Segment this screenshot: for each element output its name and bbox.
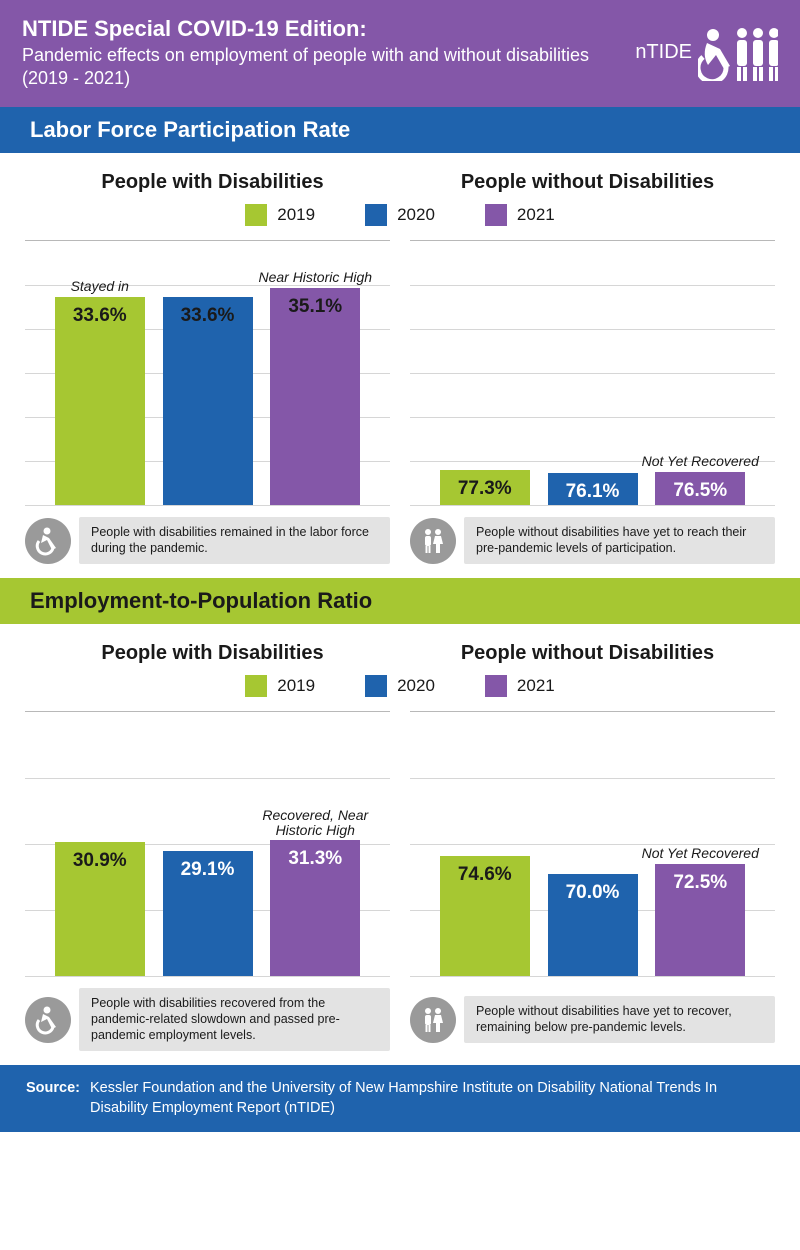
bar-annotation: Not Yet Recovered [642, 454, 759, 469]
legend: 2019 2020 2021 [25, 204, 775, 226]
note-left: People with disabilities recovered from … [25, 988, 390, 1051]
footer: Source: Kessler Foundation and the Unive… [0, 1065, 800, 1132]
legend-item: 2019 [245, 675, 315, 697]
footer-text: Kessler Foundation and the University of… [90, 1079, 774, 1118]
note-text: People with disabilities recovered from … [79, 988, 390, 1051]
note-left: People with disabilities remained in the… [25, 517, 390, 564]
legend-swatch [485, 204, 507, 226]
wheelchair-icon [25, 997, 71, 1043]
note-text: People with disabilities remained in the… [79, 517, 390, 564]
bar: 31.3%Recovered, NearHistoric High [270, 840, 360, 977]
header-text: NTIDE Special COVID-19 Edition: Pandemic… [22, 16, 635, 89]
bar-chart: 77.3%76.1%76.5%Not Yet Recovered [410, 240, 775, 505]
section-band: Labor Force Participation Rate [0, 107, 800, 153]
bar: 77.3% [440, 470, 530, 505]
bar: 76.1% [548, 473, 638, 505]
bar-annotation: Not Yet Recovered [642, 846, 759, 861]
bar: 29.1% [163, 851, 253, 977]
chart-title-right: People without Disabilities [400, 642, 775, 665]
header-title: NTIDE Special COVID-19 Edition: [22, 16, 635, 42]
bar-chart: 30.9%29.1%31.3%Recovered, NearHistoric H… [25, 711, 390, 976]
bar-value-label: 70.0% [548, 882, 638, 904]
chart-title-right: People without Disabilities [400, 171, 775, 194]
logo-icon [698, 25, 778, 81]
legend-label: 2020 [397, 676, 435, 696]
bar: 30.9% [55, 842, 145, 977]
legend-label: 2021 [517, 676, 555, 696]
bar-chart: 74.6%70.0%72.5%Not Yet Recovered [410, 711, 775, 976]
legend-item: 2019 [245, 204, 315, 226]
note-text: People without disabilities have yet to … [464, 517, 775, 564]
bar-value-label: 74.6% [440, 864, 530, 886]
legend-swatch [245, 675, 267, 697]
legend-label: 2021 [517, 205, 555, 225]
bar: 33.6%Stayed in [55, 297, 145, 505]
bar-value-label: 76.1% [548, 481, 638, 503]
bar-value-label: 33.6% [163, 305, 253, 327]
bar-value-label: 72.5% [655, 872, 745, 894]
people-icon [410, 518, 456, 564]
bar-value-label: 33.6% [55, 305, 145, 327]
bar: 74.6% [440, 856, 530, 976]
bar-value-label: 29.1% [163, 859, 253, 881]
bar: 33.6% [163, 297, 253, 505]
section-panel: People with DisabilitiesPeople without D… [0, 153, 800, 578]
chart-title-left: People with Disabilities [25, 642, 400, 665]
legend-label: 2020 [397, 205, 435, 225]
ntide-logo: nTIDE [635, 25, 778, 81]
section-panel: People with DisabilitiesPeople without D… [0, 624, 800, 1065]
legend-item: 2020 [365, 675, 435, 697]
legend-swatch [365, 675, 387, 697]
legend-label: 2019 [277, 676, 315, 696]
bar: 72.5%Not Yet Recovered [655, 864, 745, 976]
chart-title-left: People with Disabilities [25, 171, 400, 194]
bar-chart: 33.6%Stayed in33.6%35.1%Near Historic Hi… [25, 240, 390, 505]
bar-value-label: 76.5% [655, 480, 745, 502]
note-text: People without disabilities have yet to … [464, 996, 775, 1043]
legend-swatch [485, 675, 507, 697]
legend-swatch [365, 204, 387, 226]
section-band: Employment-to-Population Ratio [0, 578, 800, 624]
note-right: People without disabilities have yet to … [410, 517, 775, 564]
bar: 70.0% [548, 874, 638, 976]
header-subtitle: Pandemic effects on employment of people… [22, 44, 635, 89]
header: NTIDE Special COVID-19 Edition: Pandemic… [0, 0, 800, 107]
legend-swatch [245, 204, 267, 226]
bar-value-label: 35.1% [270, 296, 360, 318]
legend-label: 2019 [277, 205, 315, 225]
logo-text: nTIDE [635, 41, 692, 64]
bar-annotation: Recovered, NearHistoric High [262, 808, 368, 839]
bar: 76.5%Not Yet Recovered [655, 472, 745, 505]
footer-label: Source: [26, 1079, 80, 1118]
bar-value-label: 31.3% [270, 848, 360, 870]
people-icon [410, 997, 456, 1043]
bar-value-label: 77.3% [440, 478, 530, 500]
note-right: People without disabilities have yet to … [410, 988, 775, 1051]
wheelchair-icon [25, 518, 71, 564]
bar-annotation: Near Historic High [258, 270, 372, 285]
legend-item: 2020 [365, 204, 435, 226]
legend-item: 2021 [485, 675, 555, 697]
bar-annotation: Stayed in [71, 279, 129, 294]
legend-item: 2021 [485, 204, 555, 226]
legend: 2019 2020 2021 [25, 675, 775, 697]
bar: 35.1%Near Historic High [270, 288, 360, 505]
bar-value-label: 30.9% [55, 850, 145, 872]
